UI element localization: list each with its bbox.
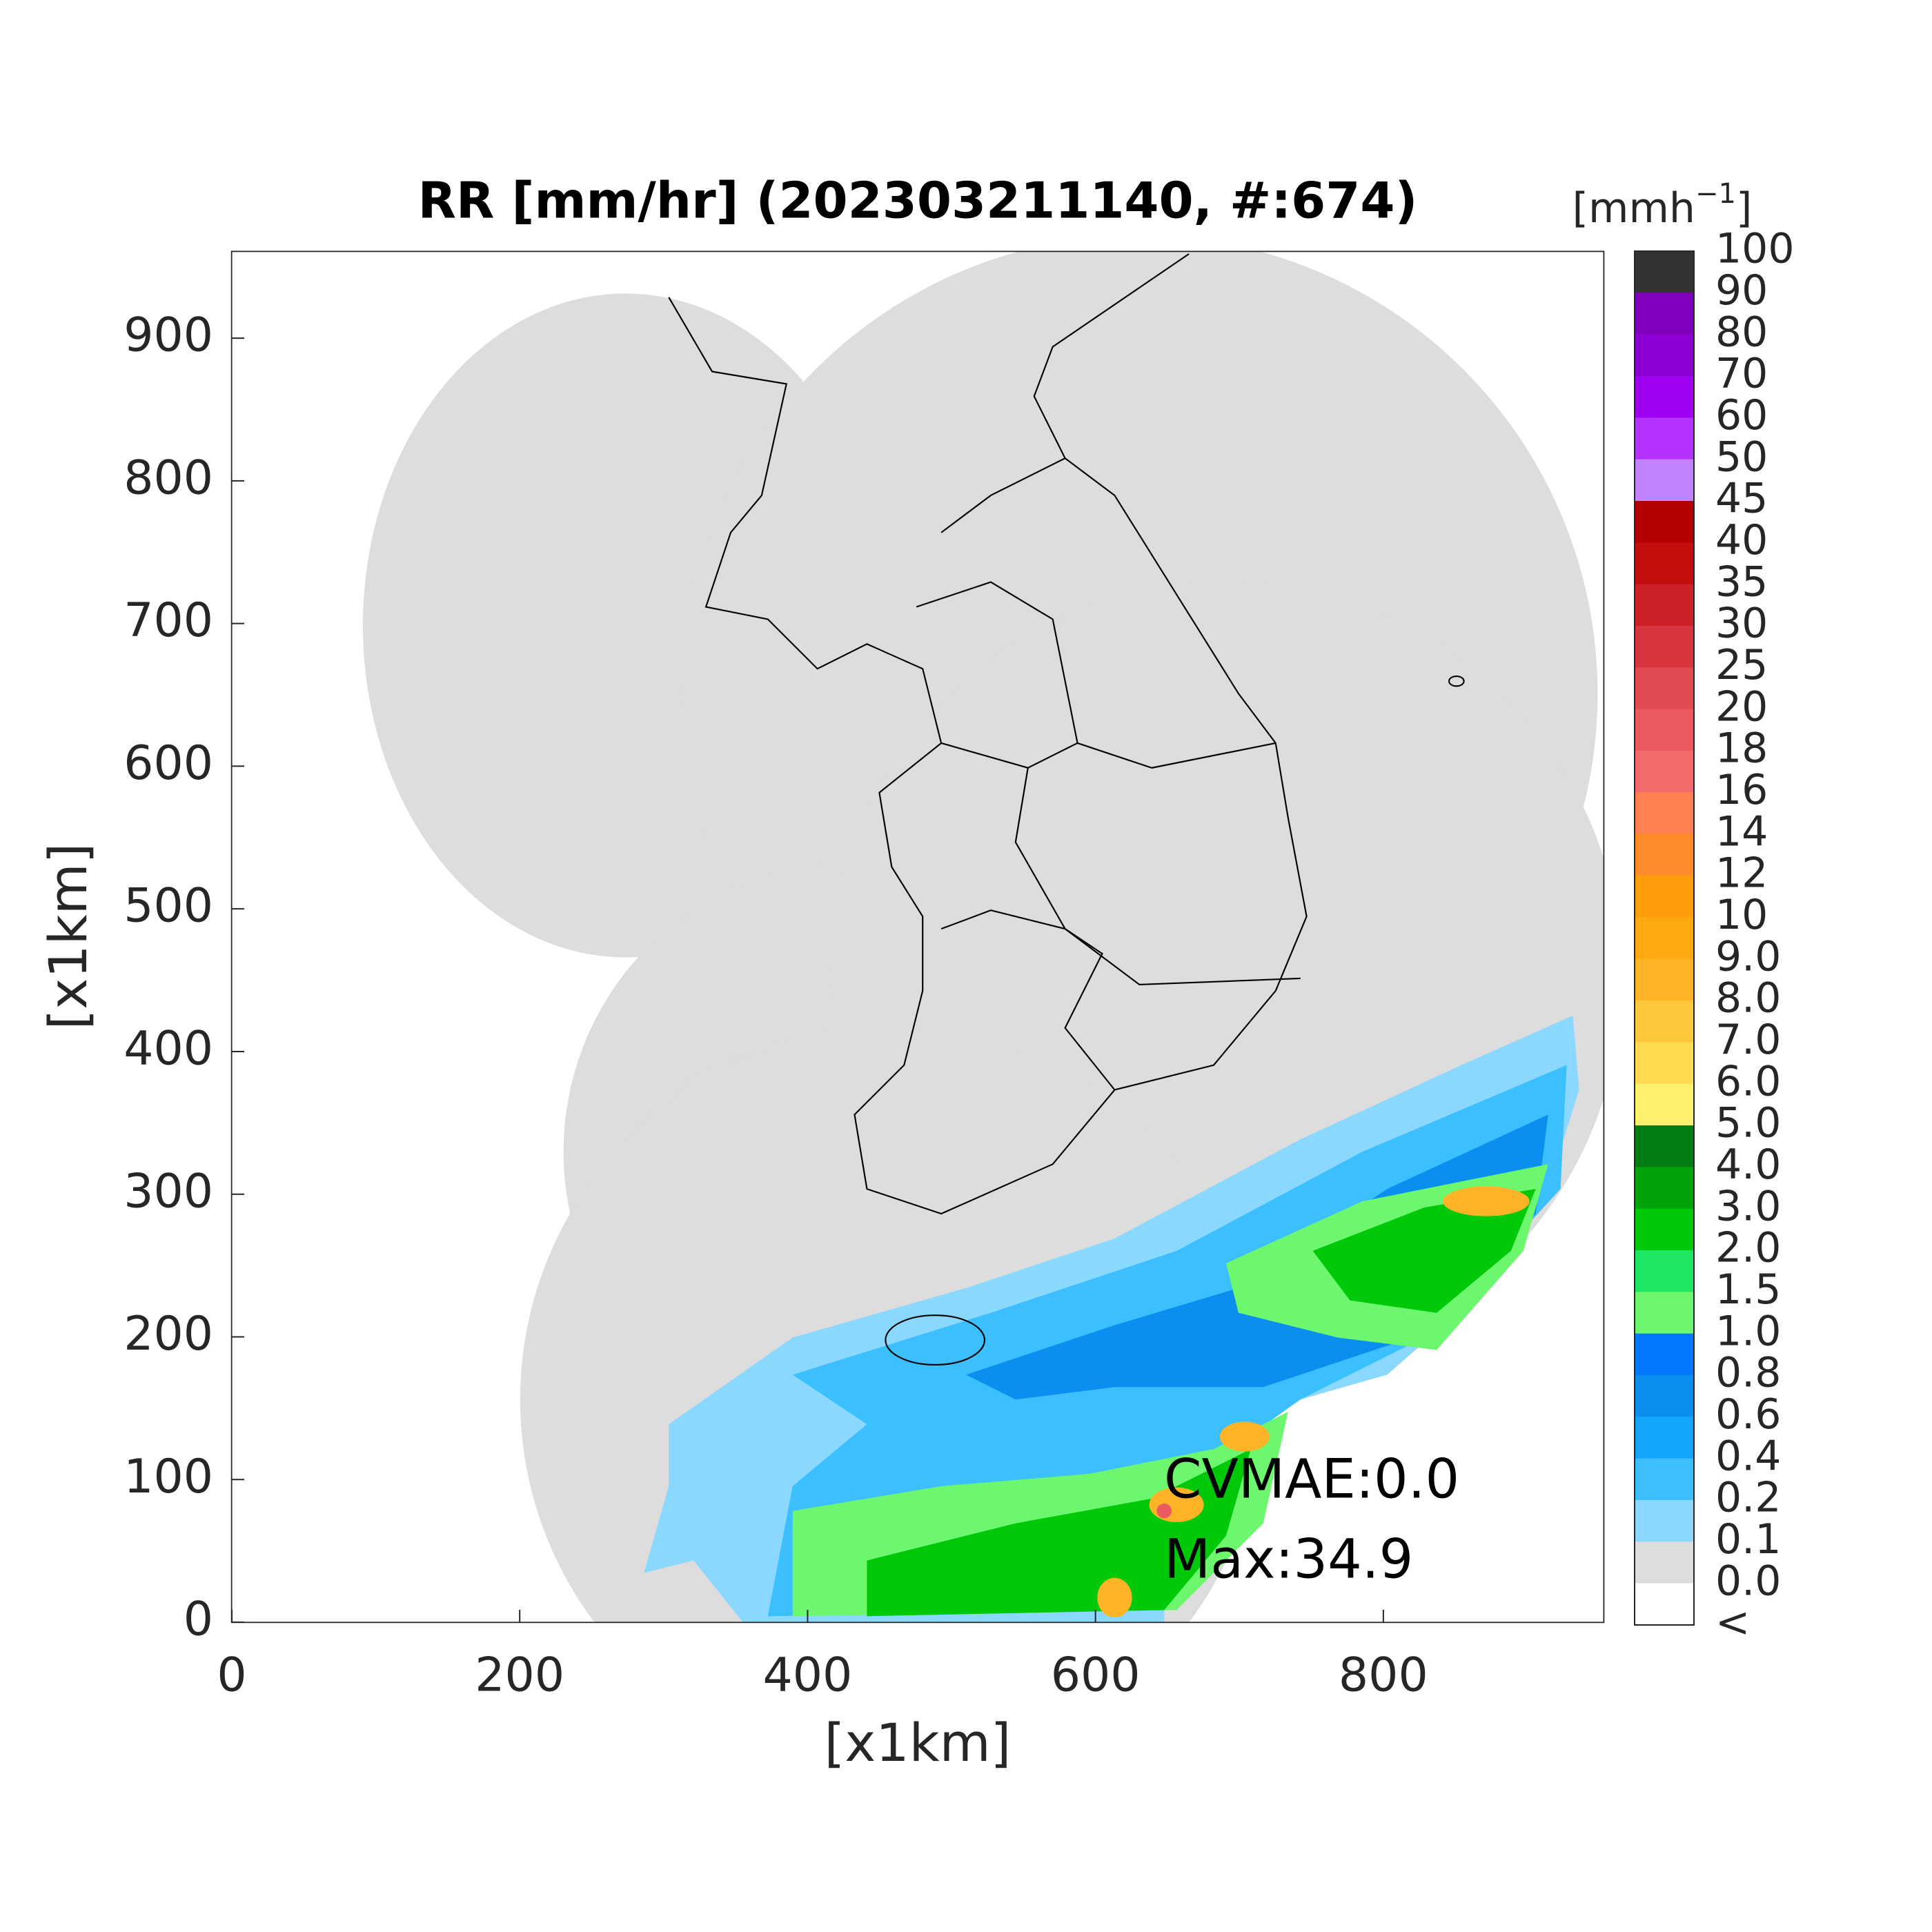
- colorbar-segment: [1635, 501, 1694, 543]
- radar-map: [230, 250, 1605, 1624]
- colorbar-label: 10: [1715, 891, 1768, 939]
- colorbar-frame: [1634, 250, 1695, 1626]
- colorbar-label: 2.0: [1715, 1224, 1781, 1272]
- x-tick-label: 800: [1339, 1648, 1428, 1703]
- colorbar-label: 18: [1715, 724, 1768, 773]
- colorbar-segment: [1635, 1208, 1694, 1251]
- x-axis-label: [x1km]: [825, 1712, 1012, 1773]
- colorbar-segment: [1635, 293, 1694, 335]
- colorbar-label: 0.6: [1715, 1390, 1781, 1439]
- colorbar-segment: [1635, 1500, 1694, 1542]
- colorbar-segment: [1635, 958, 1694, 1001]
- colorbar-label: 100: [1715, 225, 1795, 273]
- y-tick-label: 0: [184, 1593, 213, 1647]
- y-tick-label: 500: [124, 879, 213, 934]
- colorbar-label: 0.2: [1715, 1474, 1781, 1522]
- colorbar-label: 0.1: [1715, 1515, 1781, 1564]
- colorbar-segment: [1635, 251, 1694, 293]
- x-tick-label: 0: [217, 1648, 246, 1703]
- colorbar-label: 14: [1715, 807, 1768, 856]
- colorbar-label: 8.0: [1715, 974, 1781, 1023]
- colorbar-title-part: ]: [1736, 184, 1752, 233]
- colorbar-label: 16: [1715, 766, 1768, 814]
- colorbar-label: 45: [1715, 475, 1768, 523]
- colorbar-segment: [1635, 459, 1694, 502]
- colorbar-segment: [1635, 709, 1694, 751]
- colorbar-label: <: [1715, 1599, 1750, 1647]
- colorbar-segment: [1635, 1292, 1694, 1334]
- y-tick-label: 100: [124, 1450, 213, 1504]
- colorbar-label: 70: [1715, 350, 1768, 398]
- colorbar-segment: [1635, 1458, 1694, 1501]
- colorbar-segment: [1635, 334, 1694, 377]
- precipitation: [644, 1015, 1579, 1623]
- colorbar-label: 25: [1715, 641, 1768, 689]
- y-tick-label: 700: [124, 593, 213, 648]
- colorbar-label: 0.4: [1715, 1432, 1781, 1480]
- colorbar-segment: [1635, 1250, 1694, 1292]
- colorbar-label: 40: [1715, 516, 1768, 564]
- colorbar-label: 4.0: [1715, 1141, 1781, 1189]
- colorbar-segment: [1635, 1000, 1694, 1043]
- colorbar-segment: [1635, 542, 1694, 585]
- y-tick-label: 300: [124, 1164, 213, 1219]
- colorbar-label: 9.0: [1715, 932, 1781, 980]
- y-tick-label: 200: [124, 1307, 213, 1361]
- colorbar-label: 12: [1715, 849, 1768, 898]
- colorbar-label: 50: [1715, 433, 1768, 481]
- y-tick-label: 900: [124, 308, 213, 363]
- colorbar-segment: [1635, 1417, 1694, 1459]
- colorbar-segment: [1635, 417, 1694, 460]
- colorbar-label: 20: [1715, 682, 1768, 731]
- y-tick-label: 600: [124, 736, 213, 791]
- x-tick-label: 200: [475, 1648, 564, 1703]
- x-tick-label: 600: [1051, 1648, 1141, 1703]
- colorbar-segment: [1635, 1042, 1694, 1085]
- colorbar-segment: [1635, 917, 1694, 960]
- colorbar-segment: [1635, 1083, 1694, 1126]
- colorbar-label: 90: [1715, 266, 1768, 315]
- colorbar-label: 1.0: [1715, 1307, 1781, 1355]
- colorbar-label: 7.0: [1715, 1016, 1781, 1064]
- colorbar-segment: [1635, 751, 1694, 793]
- colorbar-label: 60: [1715, 391, 1768, 440]
- colorbar-title-part: −1: [1695, 178, 1736, 210]
- colorbar-segment: [1635, 1541, 1694, 1584]
- colorbar-label: 0.8: [1715, 1349, 1781, 1397]
- chart-title: RR [mm/hr] (202303211140, #:674): [418, 172, 1418, 230]
- colorbar-segment: [1635, 1125, 1694, 1167]
- annotation: Max:34.9: [1164, 1528, 1413, 1590]
- colorbar-segment: [1635, 626, 1694, 668]
- colorbar-label: 35: [1715, 558, 1768, 606]
- colorbar-segment: [1635, 1167, 1694, 1210]
- colorbar-segment: [1635, 834, 1694, 876]
- colorbar-label: 3.0: [1715, 1182, 1781, 1230]
- y-tick-label: 400: [124, 1021, 213, 1076]
- colorbar-segment: [1635, 792, 1694, 835]
- colorbar-title-part: [mmh: [1573, 184, 1695, 233]
- map-field: [362, 251, 1604, 1623]
- colorbar-segment: [1635, 1333, 1694, 1376]
- y-tick-label: 800: [124, 451, 213, 505]
- colorbar-label: 5.0: [1715, 1099, 1781, 1147]
- colorbar-segment: [1635, 1583, 1694, 1626]
- colorbar-label: 1.5: [1715, 1265, 1781, 1314]
- colorbar-segment: [1635, 876, 1694, 918]
- colorbar-label: 6.0: [1715, 1057, 1781, 1105]
- x-tick-label: 400: [763, 1648, 853, 1703]
- colorbar-segment: [1635, 667, 1694, 710]
- y-axis-label: [x1km]: [37, 843, 99, 1030]
- colorbar-label: 30: [1715, 600, 1768, 648]
- colorbar-title: [mmh−1]: [1573, 178, 1753, 233]
- colorbar-label: 0.0: [1715, 1557, 1781, 1605]
- colorbar-segment: [1635, 584, 1694, 627]
- colorbar-segment: [1635, 1375, 1694, 1417]
- coastline: [668, 253, 1465, 1366]
- colorbar-label: 80: [1715, 308, 1768, 356]
- axes-frame: [230, 250, 1605, 1624]
- colorbar-segment: [1635, 376, 1694, 418]
- annotation: CVMAE:0.0: [1164, 1448, 1459, 1510]
